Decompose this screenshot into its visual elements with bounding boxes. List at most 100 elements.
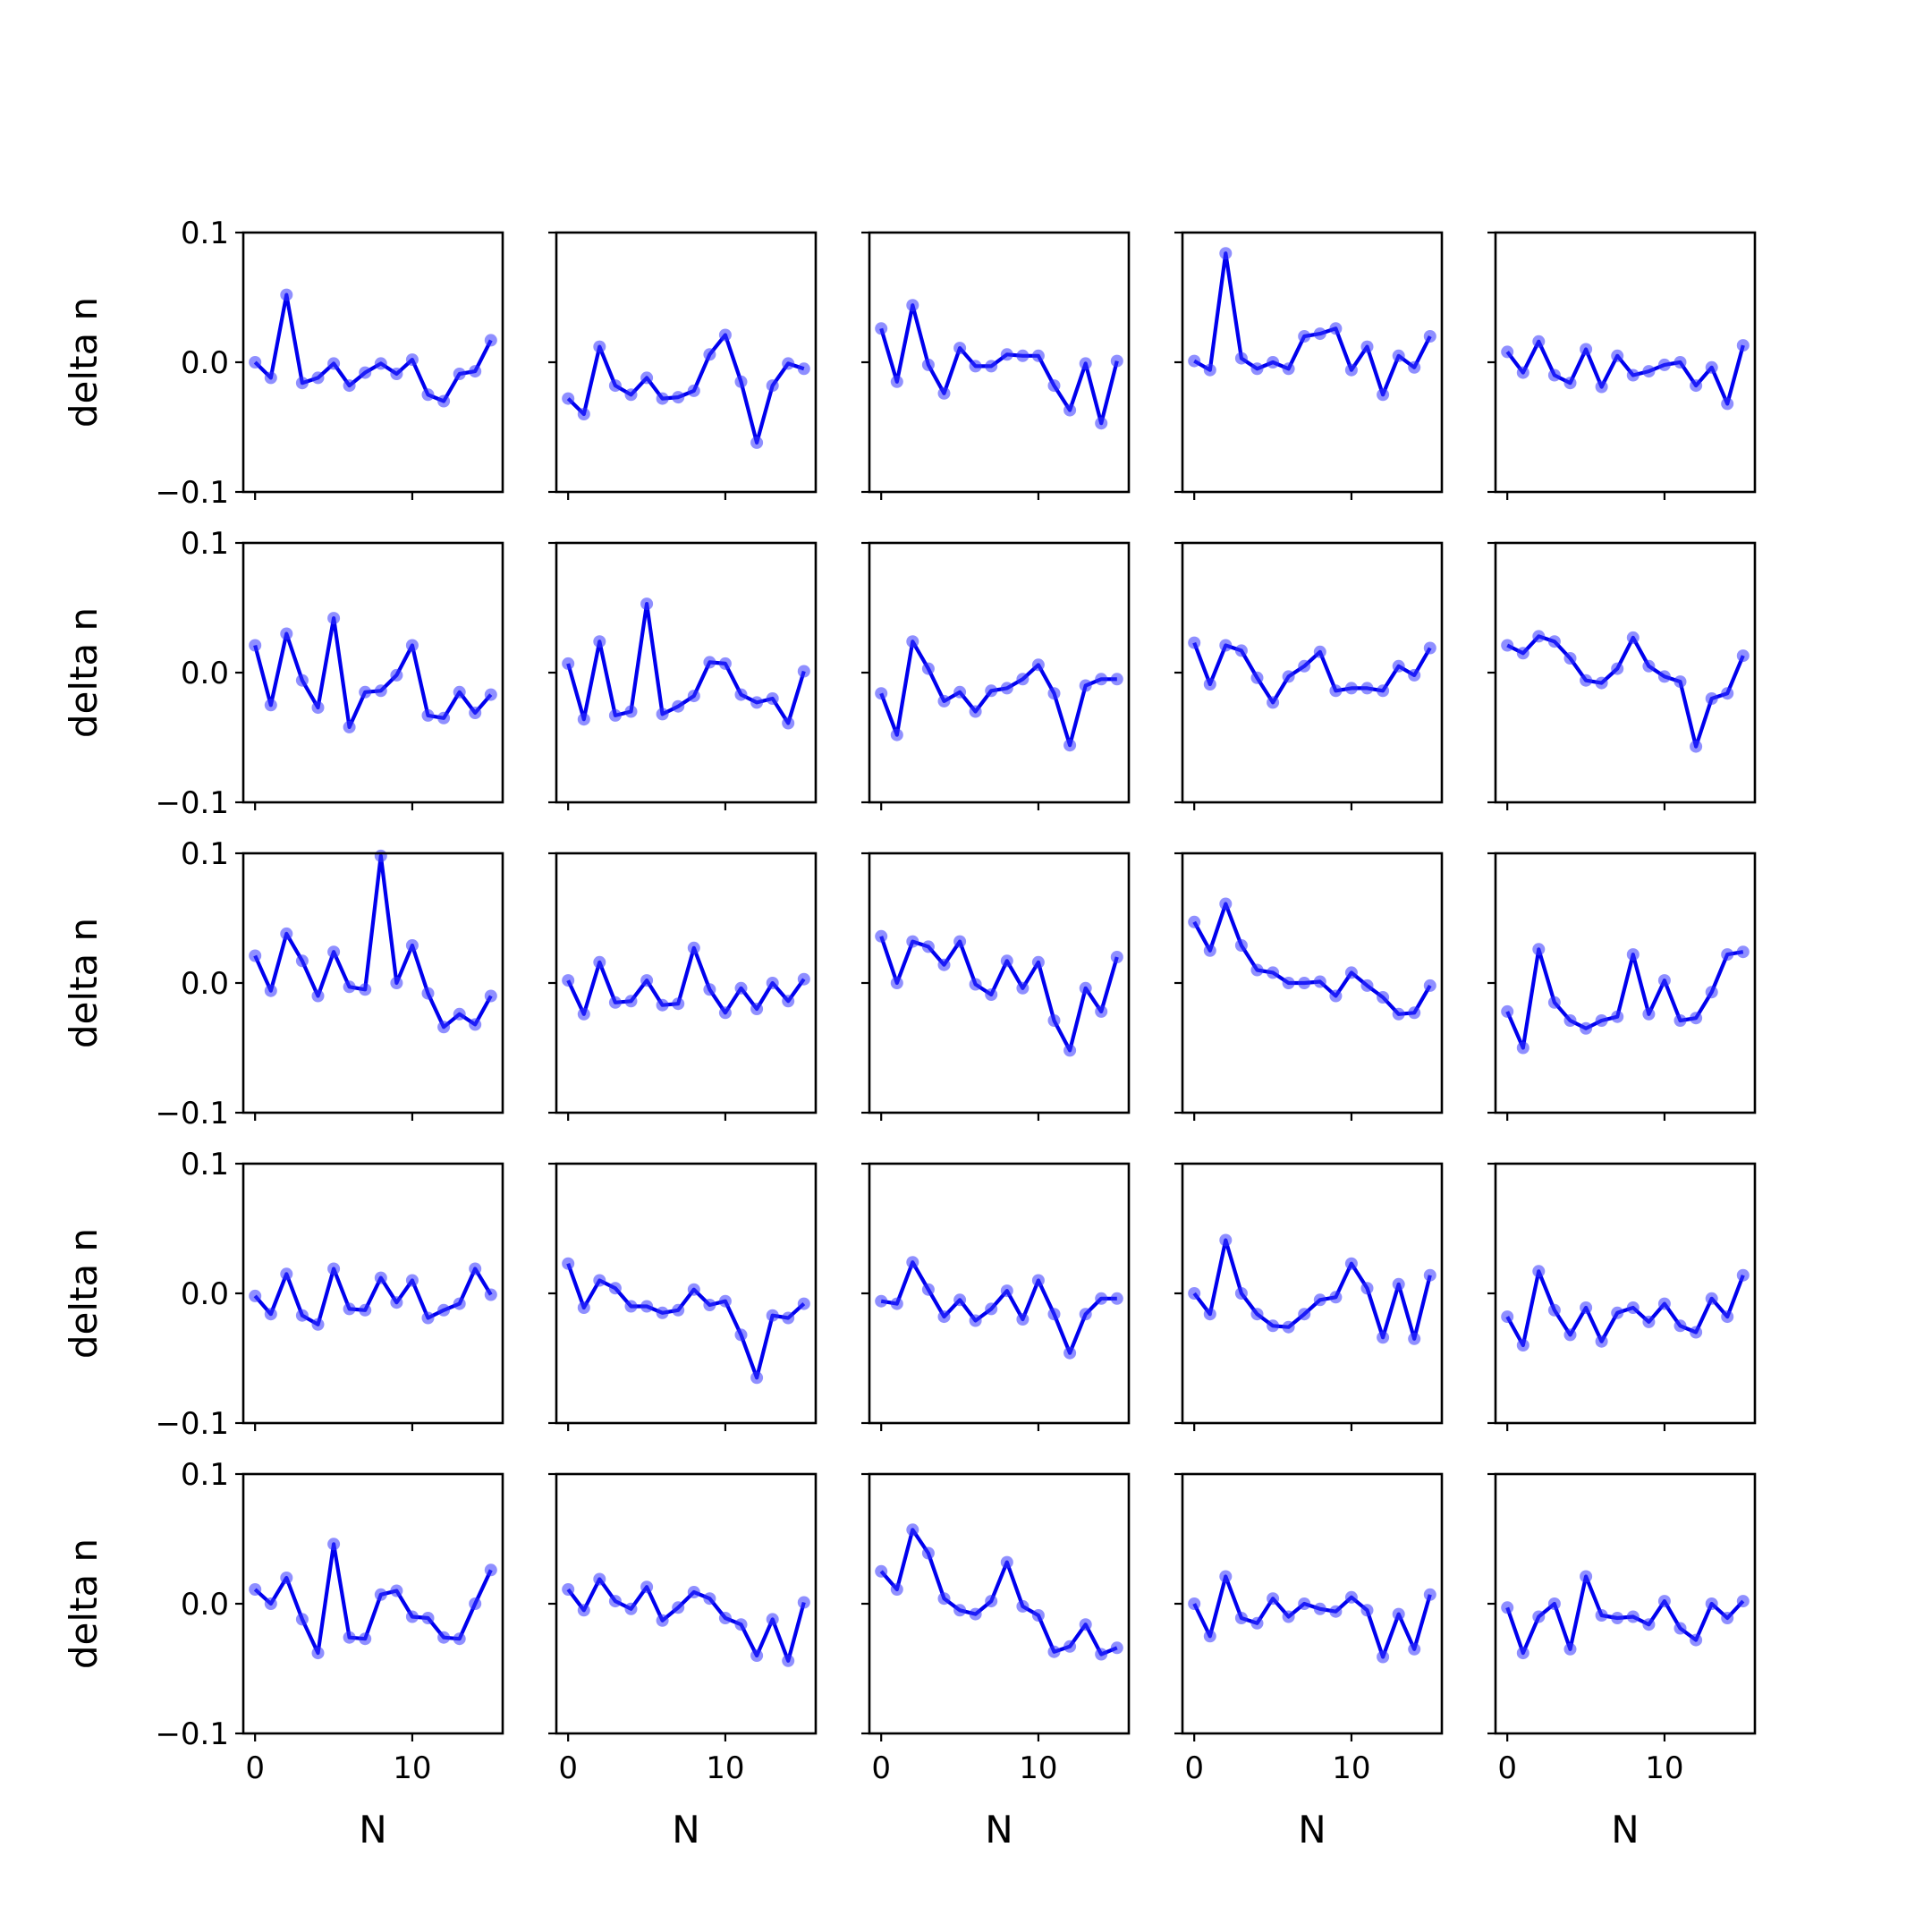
data-point-r2-c3-0 xyxy=(1188,915,1201,928)
data-point-r0-c0-1 xyxy=(264,371,277,385)
series-line-r2-c1 xyxy=(566,945,806,1016)
data-point-r4-c3-11 xyxy=(1360,1604,1374,1617)
data-point-r4-c1-9 xyxy=(703,1592,716,1606)
axes-frame-r2-c0 xyxy=(242,852,504,1114)
data-point-r0-c2-1 xyxy=(890,375,903,388)
data-point-r4-c3-12 xyxy=(1377,1650,1390,1664)
data-point-r1-c3-3 xyxy=(1234,644,1248,657)
data-point-r3-c1-4 xyxy=(624,1300,638,1313)
data-point-r3-c4-4 xyxy=(1563,1328,1577,1342)
axes-frame-r1-c0 xyxy=(242,541,504,804)
series-line-r0-c4 xyxy=(1505,339,1745,406)
data-point-r0-c3-6 xyxy=(1282,362,1295,376)
data-point-r1-c2-8 xyxy=(1000,682,1013,695)
series-line-r3-c4 xyxy=(1505,1269,1745,1348)
data-point-r0-c0-7 xyxy=(359,366,372,379)
data-point-r0-c1-5 xyxy=(640,371,654,385)
subplot-r3-c4 xyxy=(1487,1162,1757,1431)
data-point-r4-c3-7 xyxy=(1298,1597,1311,1610)
data-point-r0-c3-15 xyxy=(1423,330,1436,343)
series-line-r1-c3 xyxy=(1192,641,1432,705)
data-point-r4-c1-14 xyxy=(782,1654,795,1667)
data-point-r0-c2-4 xyxy=(937,386,951,400)
data-point-r0-c2-5 xyxy=(953,342,967,355)
data-point-r2-c1-4 xyxy=(624,995,638,1008)
data-point-r0-c1-0 xyxy=(562,392,575,405)
data-point-r3-c0-8 xyxy=(374,1271,387,1284)
data-point-r3-c0-13 xyxy=(453,1297,466,1310)
data-point-r3-c2-11 xyxy=(1047,1308,1061,1321)
series-line-r1-c0 xyxy=(253,615,493,730)
data-point-r0-c0-4 xyxy=(311,371,325,385)
data-point-r3-c4-0 xyxy=(1501,1310,1514,1324)
data-point-r4-c1-12 xyxy=(750,1649,764,1662)
data-point-r1-c0-10 xyxy=(405,639,419,652)
data-point-r0-c2-8 xyxy=(1000,348,1013,361)
series-line-r4-c1 xyxy=(566,1577,806,1663)
data-point-r3-c3-12 xyxy=(1377,1331,1390,1344)
data-point-r0-c4-8 xyxy=(1626,369,1640,382)
y-tick-label-r0-0: −0.1 xyxy=(155,475,229,511)
data-point-r2-c4-11 xyxy=(1674,1014,1687,1027)
axes-frame-r4-c3 xyxy=(1181,1472,1444,1735)
data-point-r3-c1-14 xyxy=(782,1311,795,1325)
data-point-r1-c0-4 xyxy=(311,701,325,715)
data-point-r2-c3-14 xyxy=(1408,1006,1421,1020)
data-point-r0-c3-10 xyxy=(1344,363,1358,377)
data-point-r4-c0-12 xyxy=(437,1631,451,1644)
data-point-r0-c2-11 xyxy=(1047,379,1061,393)
data-point-r3-c4-1 xyxy=(1516,1339,1530,1352)
data-point-r0-c3-0 xyxy=(1188,354,1201,368)
y-tick-label-r1-0: −0.1 xyxy=(155,785,229,821)
data-point-r2-c2-8 xyxy=(1000,954,1013,968)
data-point-r2-c0-0 xyxy=(249,949,262,962)
data-point-r0-c3-7 xyxy=(1298,330,1311,343)
data-point-r2-c3-6 xyxy=(1282,977,1295,989)
series-line-r0-c1 xyxy=(566,333,805,445)
data-point-r2-c2-13 xyxy=(1079,981,1092,995)
data-point-r0-c4-9 xyxy=(1642,365,1656,378)
data-point-r2-c4-5 xyxy=(1580,1021,1593,1035)
data-point-r1-c3-15 xyxy=(1423,641,1436,655)
data-point-r3-c1-1 xyxy=(577,1301,590,1314)
data-point-r4-c0-0 xyxy=(249,1583,262,1596)
axes-frame-r0-c4 xyxy=(1494,231,1757,494)
data-point-r3-c4-12 xyxy=(1690,1326,1703,1339)
y-tick-label-r1-1: 0.0 xyxy=(181,656,229,691)
data-point-r3-c3-15 xyxy=(1423,1268,1436,1282)
data-point-r3-c4-15 xyxy=(1736,1268,1750,1282)
data-point-r0-c4-2 xyxy=(1532,335,1546,348)
data-point-r4-c3-6 xyxy=(1282,1610,1295,1623)
data-point-r3-c2-6 xyxy=(969,1314,982,1327)
data-point-r0-c4-3 xyxy=(1547,369,1561,382)
data-point-r2-c4-13 xyxy=(1705,986,1718,999)
data-point-r2-c1-6 xyxy=(656,998,669,1012)
data-point-r1-c2-14 xyxy=(1095,673,1108,686)
data-point-r4-c2-9 xyxy=(1016,1599,1030,1613)
data-point-r3-c2-8 xyxy=(1000,1284,1013,1298)
y-tick-label-r2-2: 0.1 xyxy=(181,836,229,872)
data-point-r1-c0-7 xyxy=(359,685,372,699)
y-tick-label-r3-1: 0.0 xyxy=(181,1276,229,1312)
data-point-r0-c3-12 xyxy=(1377,388,1390,402)
axes-frame-r4-c0 xyxy=(242,1472,504,1735)
subplot-r3-c2 xyxy=(861,1162,1131,1431)
data-point-r3-c1-8 xyxy=(687,1283,700,1296)
data-point-r4-c3-13 xyxy=(1392,1607,1405,1621)
data-point-r4-c4-12 xyxy=(1690,1633,1703,1647)
y-axis-label-r1: delta n xyxy=(62,607,106,738)
data-point-r3-c3-8 xyxy=(1313,1293,1326,1307)
data-point-r0-c3-13 xyxy=(1392,349,1405,362)
y-tick-label-r4-1: 0.0 xyxy=(181,1587,229,1623)
series-line-r2-c2 xyxy=(879,936,1119,1053)
data-point-r2-c2-0 xyxy=(875,929,888,943)
x-tick-label-c2-0: 0 xyxy=(871,1750,891,1786)
data-point-r1-c4-15 xyxy=(1736,649,1750,663)
data-point-r3-c1-11 xyxy=(734,1328,748,1342)
data-point-r4-c0-3 xyxy=(295,1613,309,1626)
data-point-r3-c4-5 xyxy=(1580,1301,1593,1314)
data-point-r0-c1-8 xyxy=(687,384,700,397)
subplot-r3-c1 xyxy=(548,1162,818,1431)
data-point-r1-c1-8 xyxy=(687,690,700,703)
data-point-r1-c1-2 xyxy=(593,635,606,648)
